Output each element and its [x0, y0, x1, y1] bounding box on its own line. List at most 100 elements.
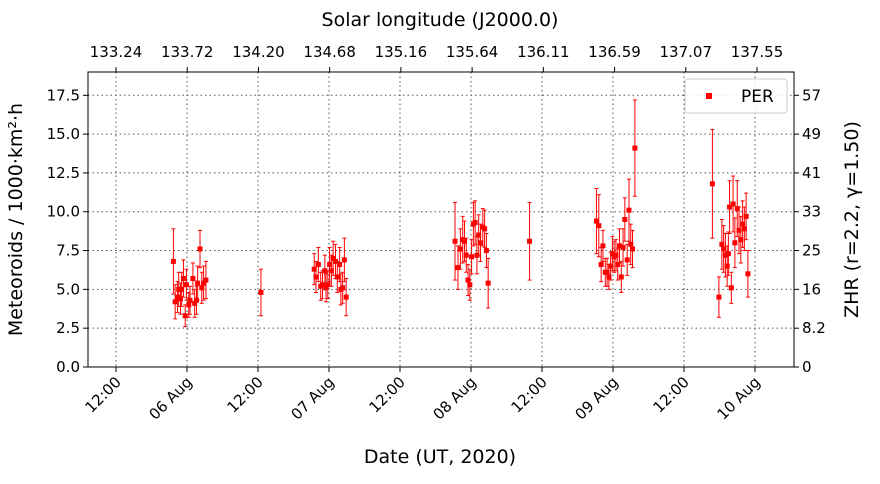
top-tick-label: 134.20: [232, 43, 285, 61]
right-tick-label: 0: [802, 358, 812, 376]
y-tick-label: 10.0: [47, 203, 80, 221]
data-point: [187, 297, 193, 303]
top-tick-label: 133.72: [161, 43, 214, 61]
data-point: [186, 302, 192, 308]
data-point: [741, 226, 747, 232]
x-axis-title: Date (UT, 2020): [364, 446, 516, 468]
data-point: [730, 201, 736, 207]
data-point: [452, 238, 458, 244]
data-point: [330, 255, 336, 261]
data-point: [632, 145, 638, 151]
data-point: [327, 262, 333, 268]
data-point: [617, 243, 623, 249]
right-tick-label: 57: [802, 86, 821, 104]
data-point: [179, 286, 185, 292]
data-point: [716, 294, 722, 300]
y-tick-label: 0.0: [56, 358, 80, 376]
x-tick-label: 12:00: [508, 373, 551, 416]
data-point: [182, 313, 188, 319]
data-point: [743, 213, 749, 219]
data-point: [177, 296, 183, 302]
data-point: [598, 262, 604, 268]
data-point: [199, 285, 205, 291]
x-tick-label: 12:00: [366, 373, 409, 416]
data-point: [323, 285, 329, 291]
data-point: [175, 294, 181, 300]
data-point: [197, 246, 203, 252]
y-axis-title: Meteoroids / 1000·km²·h: [5, 103, 27, 336]
data-point: [724, 263, 730, 269]
x-axis: 12:00 06 Aug 12:00 07 Aug 12:00 08 Aug 12:00 09…: [82, 367, 764, 423]
data-series-per: [170, 99, 751, 328]
plot-frame: [87, 71, 795, 368]
data-point: [740, 221, 746, 227]
data-point: [322, 268, 328, 274]
data-point: [467, 282, 473, 288]
data-point: [604, 269, 610, 275]
data-point: [258, 289, 264, 295]
top-tick-label: 134.68: [303, 43, 356, 61]
right-axis-title: ZHR (r=2.2, γ=1.50): [841, 121, 863, 318]
data-point: [203, 277, 209, 283]
right-axis: 0 8.2 16 25 33 41 49 57: [794, 86, 826, 376]
data-point: [709, 181, 715, 187]
data-point: [728, 285, 734, 291]
top-tick-label: 136.59: [588, 43, 641, 61]
x-tick-label: 12:00: [82, 373, 125, 416]
right-tick-label: 16: [802, 280, 821, 298]
data-point: [745, 271, 751, 277]
data-point: [340, 285, 346, 291]
data-point: [609, 251, 615, 257]
data-point: [190, 276, 196, 281]
data-point: [596, 223, 602, 229]
data-point: [721, 246, 727, 252]
data-point: [608, 263, 614, 269]
data-point: [628, 241, 634, 247]
data-point: [613, 252, 619, 258]
right-tick-label: 41: [802, 164, 821, 182]
x-tick-label: 09 Aug: [572, 373, 622, 423]
data-point: [328, 268, 334, 274]
y-tick-label: 7.5: [56, 242, 80, 260]
data-point: [722, 252, 728, 258]
data-point: [463, 252, 469, 258]
data-point: [172, 299, 178, 305]
data-point: [485, 280, 491, 286]
x-tick-label: 08 Aug: [430, 373, 480, 423]
data-point: [620, 244, 626, 250]
data-point: [319, 282, 325, 288]
top-tick-label: 136.11: [517, 43, 570, 61]
data-point: [626, 207, 632, 213]
data-point: [176, 286, 182, 292]
y-axis: 0.0 2.5 5.0 7.5 10.0 12.5 15.0 17.5: [47, 86, 88, 376]
data-point: [469, 254, 475, 260]
data-point: [334, 274, 340, 280]
top-tick-label: 133.24: [90, 43, 143, 61]
right-tick-label: 25: [802, 242, 821, 260]
data-point: [455, 265, 461, 271]
x-tick-label: 07 Aug: [288, 373, 338, 423]
data-point: [476, 232, 482, 238]
data-point: [343, 294, 349, 300]
data-point: [183, 282, 189, 288]
top-axis-title: Solar longitude (J2000.0): [322, 9, 559, 31]
data-point: [311, 266, 317, 272]
right-tick-label: 8.2: [802, 319, 826, 337]
data-point: [337, 262, 343, 268]
y-tick-label: 17.5: [47, 86, 80, 104]
y-tick-label: 5.0: [56, 280, 80, 298]
data-point: [465, 277, 471, 283]
legend-label: PER: [741, 87, 774, 107]
data-point: [738, 237, 744, 243]
data-point: [736, 227, 742, 233]
x-tick-label: 12:00: [224, 373, 267, 416]
data-point: [341, 257, 347, 263]
legend: PER: [684, 78, 788, 114]
grid: [88, 72, 794, 367]
data-point: [482, 226, 488, 232]
data-point: [180, 276, 186, 281]
data-point: [315, 262, 321, 268]
y-tick-label: 2.5: [56, 319, 80, 337]
data-point: [630, 246, 636, 252]
data-point: [195, 280, 201, 286]
